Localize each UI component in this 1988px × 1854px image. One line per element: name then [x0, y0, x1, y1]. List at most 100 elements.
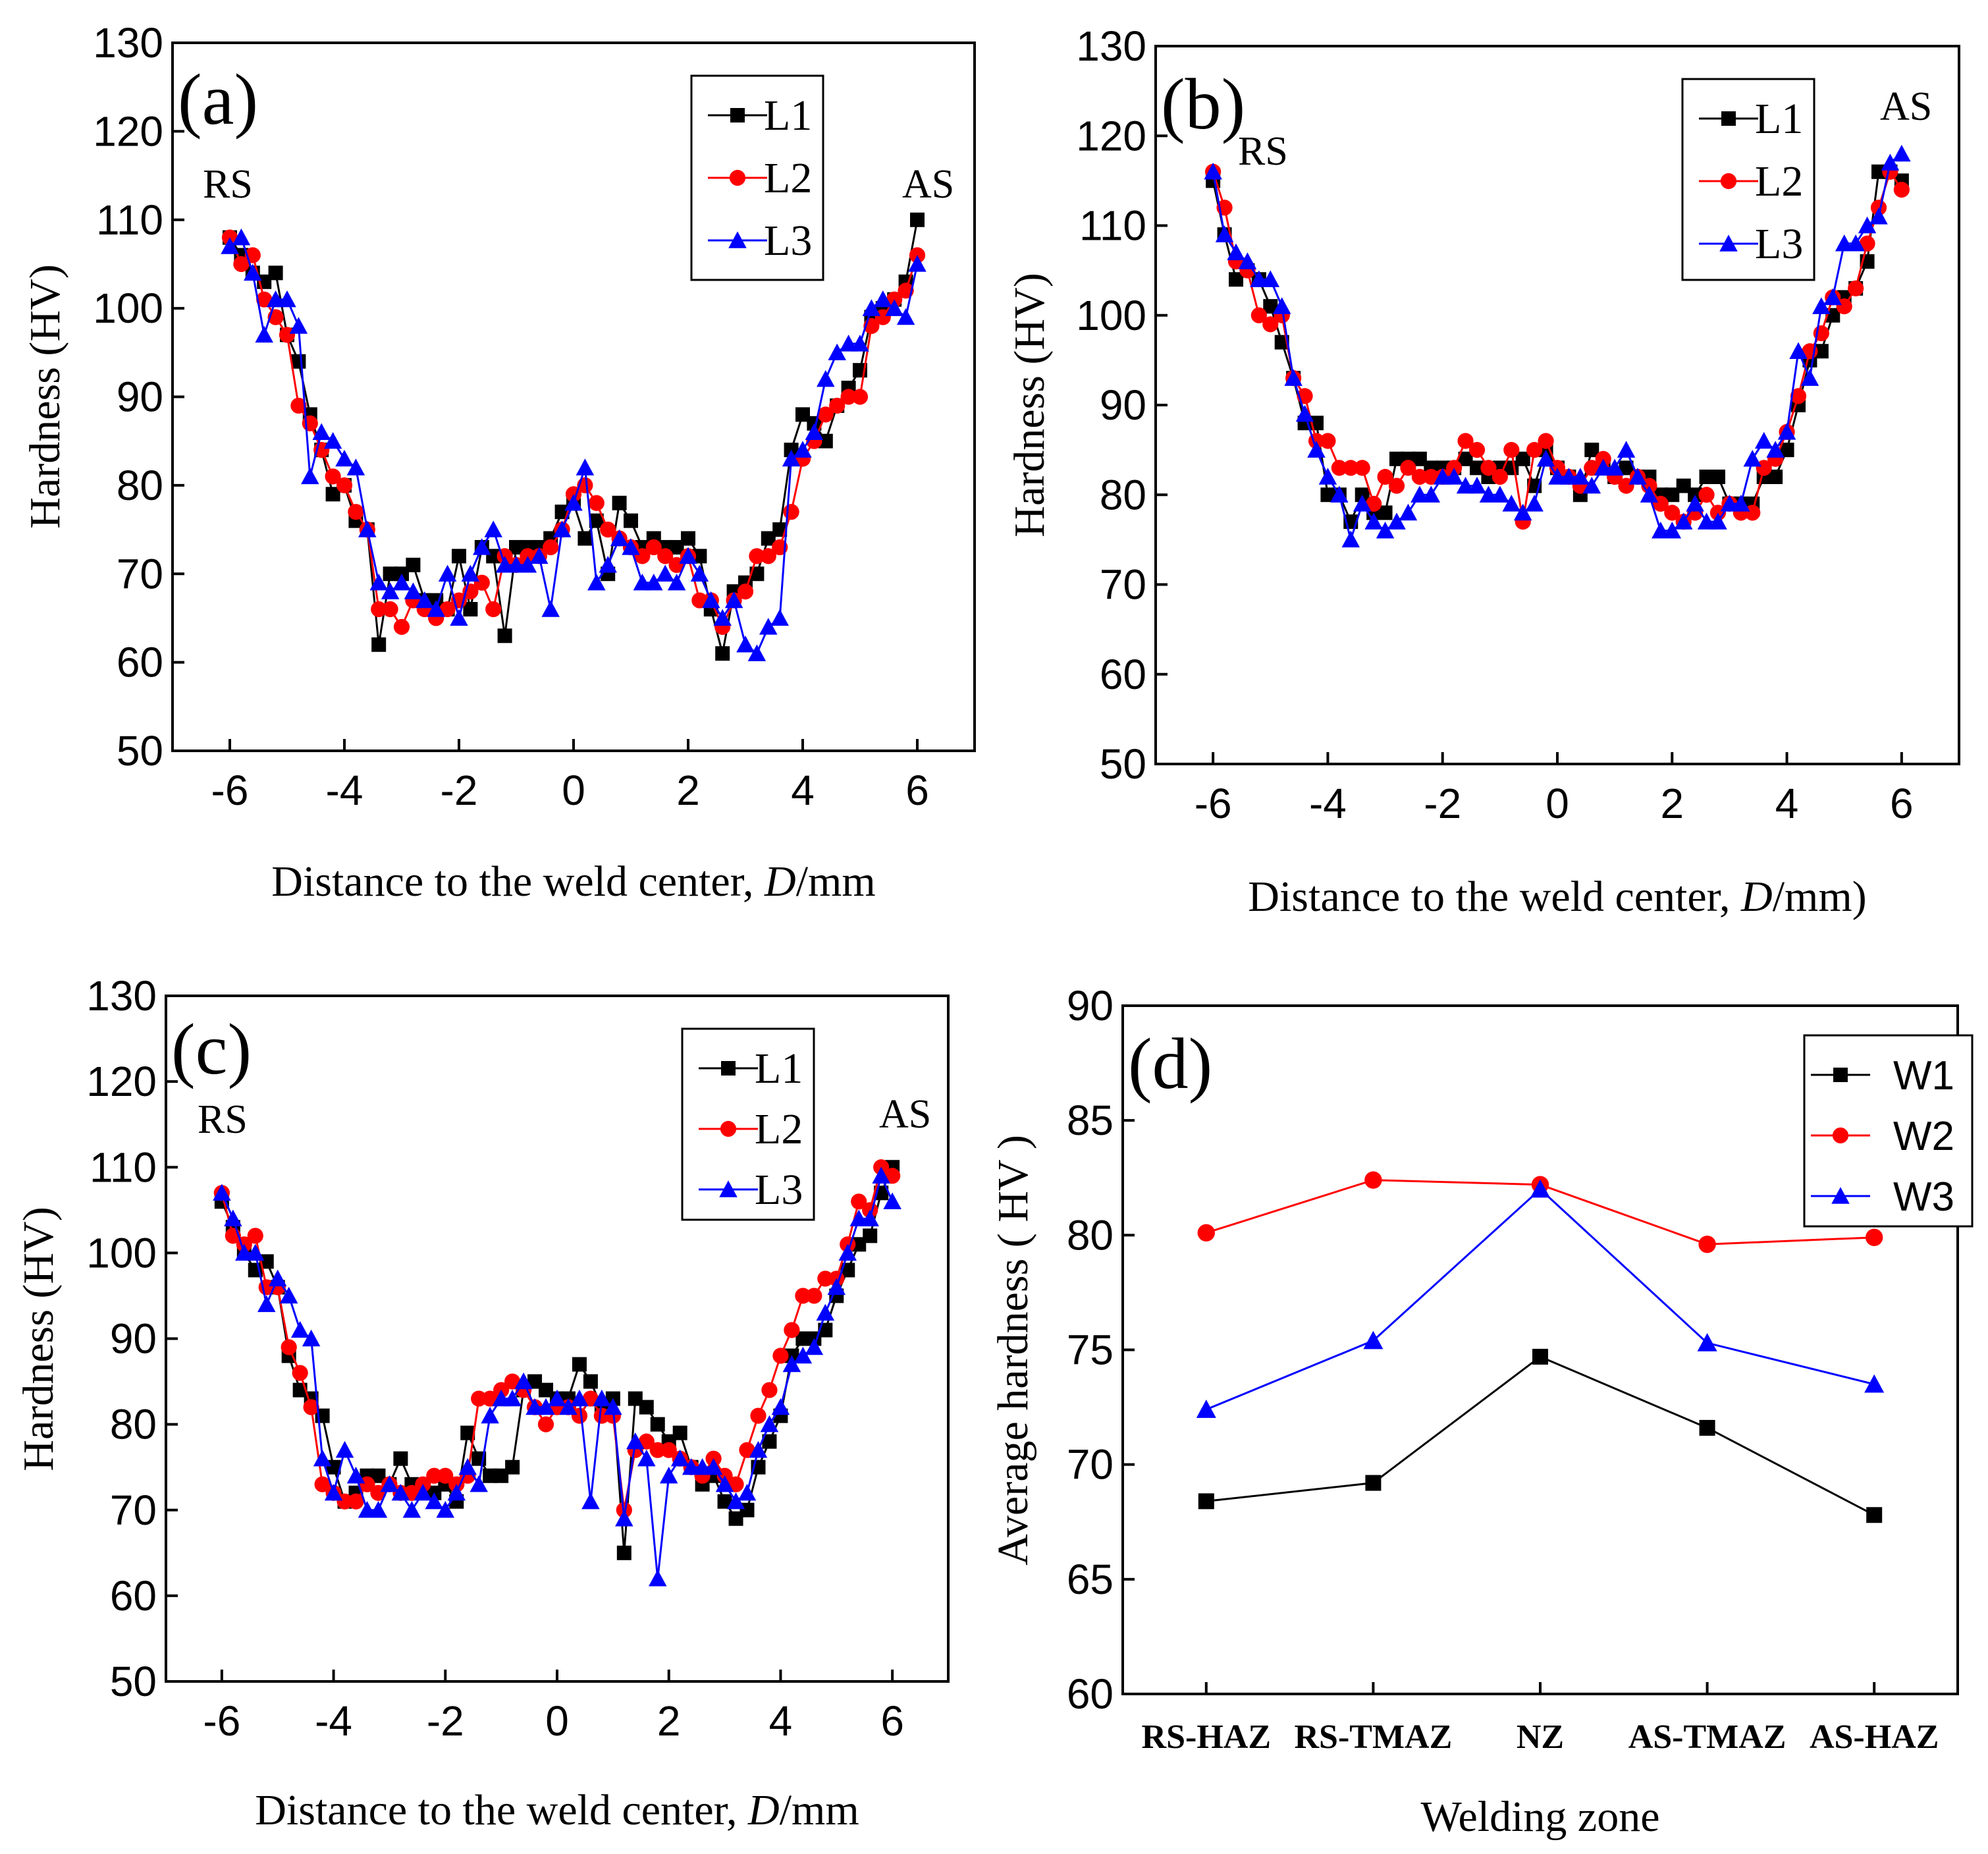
- data-point-L3: [1559, 468, 1578, 485]
- y-tick-label: 110: [90, 1143, 157, 1191]
- data-point-W1: [1198, 1493, 1214, 1510]
- data-point-L3: [1640, 485, 1659, 503]
- data-point-L3: [805, 423, 824, 440]
- panel-a: (a) RS AS Distance to the weld center, D…: [21, 19, 976, 906]
- data-point-L3: [1376, 522, 1395, 539]
- data-point-L1: [616, 1545, 631, 1560]
- legend-label-L1: L1: [1755, 95, 1803, 143]
- data-point-L1: [910, 212, 925, 227]
- data-point-L3: [1525, 495, 1544, 512]
- y-tick-label: 70: [110, 1486, 157, 1534]
- data-point-L3: [1571, 468, 1590, 485]
- x-tick-label: 4: [791, 767, 815, 814]
- data-point-W3: [1196, 1400, 1216, 1418]
- data-point-L3: [793, 1346, 813, 1364]
- data-point-L1: [572, 1357, 587, 1372]
- data-point-L3: [313, 1449, 332, 1467]
- data-point-L3: [1800, 369, 1819, 386]
- data-point-L1: [497, 628, 512, 643]
- data-point-W2: [1364, 1171, 1382, 1189]
- data-point-L3: [1789, 342, 1808, 359]
- y-tick-label: 100: [86, 1229, 157, 1276]
- data-point-L3: [1502, 495, 1521, 512]
- data-point-L1: [692, 549, 707, 564]
- data-point-L2: [806, 1288, 822, 1304]
- data-point-L3: [530, 547, 549, 564]
- data-point-L2: [1411, 468, 1428, 485]
- data-point-L3: [1881, 153, 1900, 171]
- data-point-L3: [1341, 530, 1360, 548]
- legend-label-L2: L2: [764, 154, 812, 202]
- legend-label-L1: L1: [764, 92, 812, 140]
- data-point-L2: [649, 1442, 666, 1458]
- data-point-L2: [645, 539, 662, 556]
- data-point-L1: [1412, 451, 1427, 466]
- legend-marker-W1: [1833, 1068, 1848, 1082]
- data-point-L3: [244, 263, 262, 281]
- data-point-L3: [213, 1184, 231, 1201]
- data-point-L1: [371, 1468, 386, 1483]
- y-axis-label-d: Average hardness ( HV ): [989, 1135, 1037, 1566]
- legend-marker-L1: [730, 108, 745, 123]
- data-point-L3: [268, 1269, 287, 1287]
- data-point-L2: [761, 1382, 778, 1398]
- y-tick-label: 75: [1067, 1326, 1114, 1374]
- data-point-L3: [447, 1483, 466, 1501]
- data-point-L2: [1503, 442, 1520, 458]
- data-point-L2: [471, 1390, 487, 1407]
- data-point-L3: [724, 591, 743, 609]
- data-point-L3: [1869, 207, 1888, 225]
- x-tick-label: -6: [1195, 780, 1232, 827]
- y-tick-label: 110: [96, 196, 163, 244]
- data-point-L3: [599, 556, 617, 573]
- data-point-L1: [1320, 487, 1335, 503]
- x-tick-label: -2: [441, 767, 478, 814]
- data-point-L1: [1665, 487, 1680, 503]
- data-point-L3: [659, 1466, 678, 1484]
- data-point-L3: [645, 573, 663, 591]
- data-point-L2: [840, 389, 857, 405]
- data-point-L3: [738, 1483, 757, 1501]
- data-point-L3: [246, 1243, 265, 1261]
- y-tick-label: 100: [1076, 292, 1146, 339]
- data-point-L3: [749, 1440, 768, 1458]
- data-point-W1: [1699, 1419, 1715, 1436]
- data-point-L3: [615, 1510, 633, 1527]
- legend-label-W2: W2: [1893, 1114, 1954, 1159]
- data-point-L1: [715, 646, 730, 661]
- y-tick-label: 90: [1100, 381, 1146, 429]
- data-point-L2: [426, 1467, 443, 1484]
- data-point-L3: [604, 1398, 622, 1415]
- y-tick-label: 50: [110, 1658, 157, 1705]
- data-point-L2: [1790, 388, 1807, 404]
- data-point-L3: [537, 1398, 555, 1415]
- data-point-L3: [1215, 225, 1234, 242]
- data-point-L3: [885, 299, 903, 316]
- data-point-L3: [402, 1501, 421, 1518]
- data-point-L2: [233, 256, 250, 273]
- data-point-L3: [1456, 476, 1475, 494]
- data-point-L3: [633, 573, 652, 591]
- data-point-L1: [383, 566, 398, 582]
- data-point-L1: [539, 1382, 554, 1398]
- data-point-L1: [1699, 470, 1714, 484]
- data-point-L1: [505, 1459, 520, 1475]
- data-point-L2: [382, 601, 398, 618]
- data-point-L1: [672, 1425, 687, 1440]
- y-tick-label: 120: [86, 1058, 157, 1105]
- data-point-L3: [559, 1398, 578, 1415]
- data-point-L3: [1387, 512, 1406, 530]
- data-point-L1: [589, 513, 604, 528]
- data-point-L3: [224, 1209, 242, 1227]
- data-point-L3: [793, 441, 812, 458]
- panel-tag-d: (d): [1128, 1023, 1212, 1104]
- data-point-L3: [1893, 144, 1911, 162]
- panel-tag-a: (a): [178, 59, 258, 140]
- data-point-L3: [1709, 512, 1727, 530]
- data-point-L3: [770, 609, 789, 626]
- data-point-L3: [1743, 450, 1762, 467]
- data-point-L2: [485, 601, 502, 618]
- data-point-W3: [1530, 1179, 1550, 1198]
- data-point-L3: [1295, 404, 1314, 422]
- x-axis-label-b: Distance to the weld center, D/mm): [1248, 873, 1866, 921]
